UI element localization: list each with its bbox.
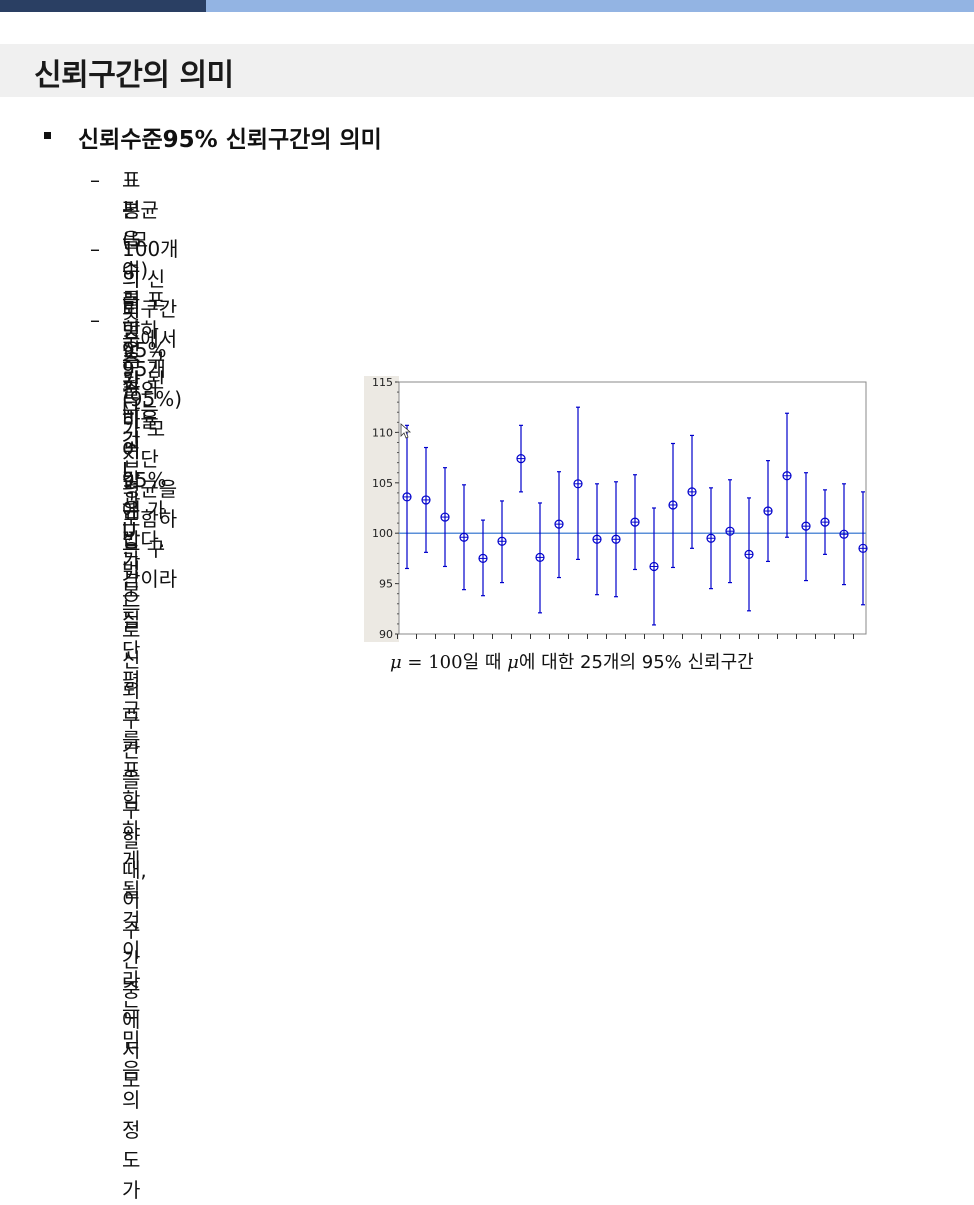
caption-eq: = 100 <box>401 652 463 673</box>
y-tick-label: 110 <box>372 426 393 439</box>
y-tick-label: 95 <box>379 578 393 591</box>
top-bar-dark <box>0 0 206 12</box>
top-bar-light <box>206 0 974 12</box>
caption-mu: μ <box>390 652 402 673</box>
chart-left-band <box>364 376 399 642</box>
dash-icon: – <box>90 168 100 192</box>
sub-bullet-1-line2: 평균(모수)를 포함하는 구간의 비율이 95%에 가깝다. <box>122 198 167 552</box>
sub-bullet-3-line2: 95%가 된다는 것 <box>122 338 167 452</box>
sub-bullet-2-line2: 의미 <box>122 267 141 321</box>
y-tick-label: 115 <box>372 376 393 389</box>
chart-caption: μ = 100일 때 μ에 대한 25개의 95% 신뢰구간 <box>390 648 754 674</box>
bullet-square-icon <box>44 132 51 139</box>
confidence-interval-chart: 90 95 100 105 110 115 <box>364 376 870 642</box>
dash-icon: – <box>90 237 100 261</box>
y-tick-label: 90 <box>379 628 393 641</box>
caption-part2: 에 대한 25개의 95% 신뢰구간 <box>518 652 754 673</box>
cursor-icon <box>400 423 412 439</box>
dash-icon: – <box>90 308 100 332</box>
caption-part1: 일 때 <box>462 652 508 673</box>
y-tick-label: 100 <box>372 527 393 540</box>
plot-area <box>398 381 867 635</box>
title-band <box>0 44 974 97</box>
y-tick-label: 105 <box>372 477 393 490</box>
caption-mu2: μ <box>507 652 519 673</box>
chart-svg: 90 95 100 105 110 115 <box>364 376 868 642</box>
sub-bullet-2-line1: 100개의 신뢰구간 중에서 95개(95%)가 모집단 평균을 포함하는 구간… <box>122 237 183 621</box>
slide-title: 신뢰구간의 의미 <box>34 58 234 93</box>
bullet-heading: 신뢰수준95% 신뢰구간의 의미 <box>78 127 382 153</box>
